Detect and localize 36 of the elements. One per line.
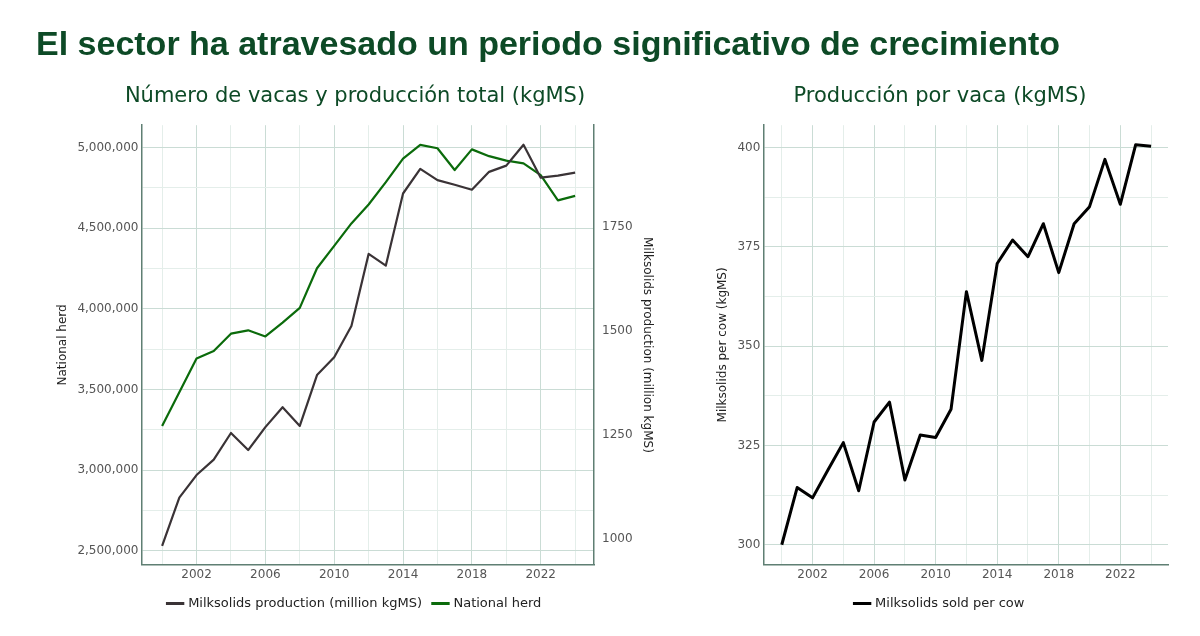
y-tick-label: 2,500,000: [77, 542, 139, 557]
x-tick-label: 2018: [1043, 566, 1075, 581]
y2-tick-label: 1250: [602, 427, 633, 442]
legend-label: Milksolids sold per cow: [875, 594, 1025, 610]
y-tick-label: 400: [737, 139, 761, 154]
y-tick-label: 325: [737, 437, 761, 452]
y-axis-title: Milksolids per cow (kgMS): [715, 267, 730, 423]
y2-tick-label: 1500: [602, 323, 633, 338]
x-tick-label: 2010: [920, 566, 951, 581]
x-tick-label: 2018: [456, 566, 488, 581]
x-tick-label: 2006: [858, 566, 890, 581]
x-tick-label: 2006: [250, 566, 281, 581]
y-tick-label: 350: [737, 338, 761, 353]
legend-label: National herd: [453, 594, 542, 610]
y-axis-title: National herd: [55, 304, 70, 386]
x-tick-label: 2014: [387, 566, 419, 581]
y-tick-label: 375: [737, 238, 761, 253]
y2-tick-label: 1000: [602, 531, 633, 546]
y2-axis-title: Milksolids production (million kgMS): [640, 236, 655, 453]
y-tick-label: 300: [737, 536, 761, 551]
chart-title: Producción por vaca (kgMS): [793, 83, 1087, 108]
y-tick-label: 4,500,000: [77, 220, 139, 235]
x-tick-label: 2022: [525, 566, 556, 581]
y-tick-label: 5,000,000: [77, 139, 139, 154]
x-tick-label: 2014: [981, 566, 1013, 581]
chart-title: Número de vacas y producción total (kgMS): [124, 83, 586, 108]
y-tick-label: 3,500,000: [77, 381, 139, 396]
y-tick-label: 3,000,000: [77, 462, 139, 477]
x-tick-label: 2022: [1105, 566, 1136, 581]
x-tick-label: 2002: [797, 566, 828, 581]
text: El sector ha atravesado un periodo significativo de crecimiento: [35, 23, 1062, 64]
legend-label: Milksolids production (million kgMS): [188, 594, 422, 610]
y-tick-label: 4,000,000: [77, 300, 139, 315]
y2-tick-label: 1750: [602, 218, 633, 233]
x-tick-label: 2010: [318, 566, 350, 581]
x-tick-label: 2002: [181, 566, 212, 581]
